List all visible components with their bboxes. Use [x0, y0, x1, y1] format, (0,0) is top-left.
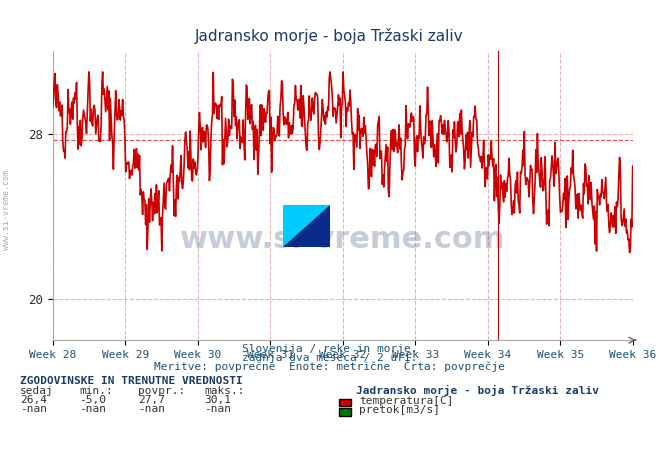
Text: Meritve: povprečne  Enote: metrične  Črta: povprečje: Meritve: povprečne Enote: metrične Črta:… [154, 361, 505, 372]
Text: 26,4: 26,4 [20, 395, 47, 405]
Text: ZGODOVINSKE IN TRENUTNE VREDNOSTI: ZGODOVINSKE IN TRENUTNE VREDNOSTI [20, 377, 243, 386]
Text: -nan: -nan [79, 404, 106, 414]
Polygon shape [283, 205, 330, 247]
Text: -5,0: -5,0 [79, 395, 106, 405]
Text: pretok[m3/s]: pretok[m3/s] [359, 405, 440, 415]
Text: povpr.:: povpr.: [138, 386, 186, 396]
Polygon shape [283, 205, 330, 247]
Text: Slovenija / reke in morje.: Slovenija / reke in morje. [242, 344, 417, 354]
Text: 27,7: 27,7 [138, 395, 165, 405]
Text: www.si-vreme.com: www.si-vreme.com [2, 170, 11, 250]
Text: maks.:: maks.: [204, 386, 244, 396]
Text: temperatura[C]: temperatura[C] [359, 396, 453, 406]
Text: Jadransko morje - boja Tržaski zaliv: Jadransko morje - boja Tržaski zaliv [356, 385, 599, 396]
Text: www.si-vreme.com: www.si-vreme.com [180, 225, 505, 254]
Text: -nan: -nan [138, 404, 165, 414]
Text: zadnja dva meseca / 2 uri.: zadnja dva meseca / 2 uri. [242, 353, 417, 363]
Text: -nan: -nan [204, 404, 231, 414]
Text: min.:: min.: [79, 386, 113, 396]
Text: 30,1: 30,1 [204, 395, 231, 405]
Text: Jadransko morje - boja Tržaski zaliv: Jadransko morje - boja Tržaski zaliv [195, 28, 464, 44]
Text: -nan: -nan [20, 404, 47, 414]
Text: sedaj: sedaj [20, 386, 53, 396]
